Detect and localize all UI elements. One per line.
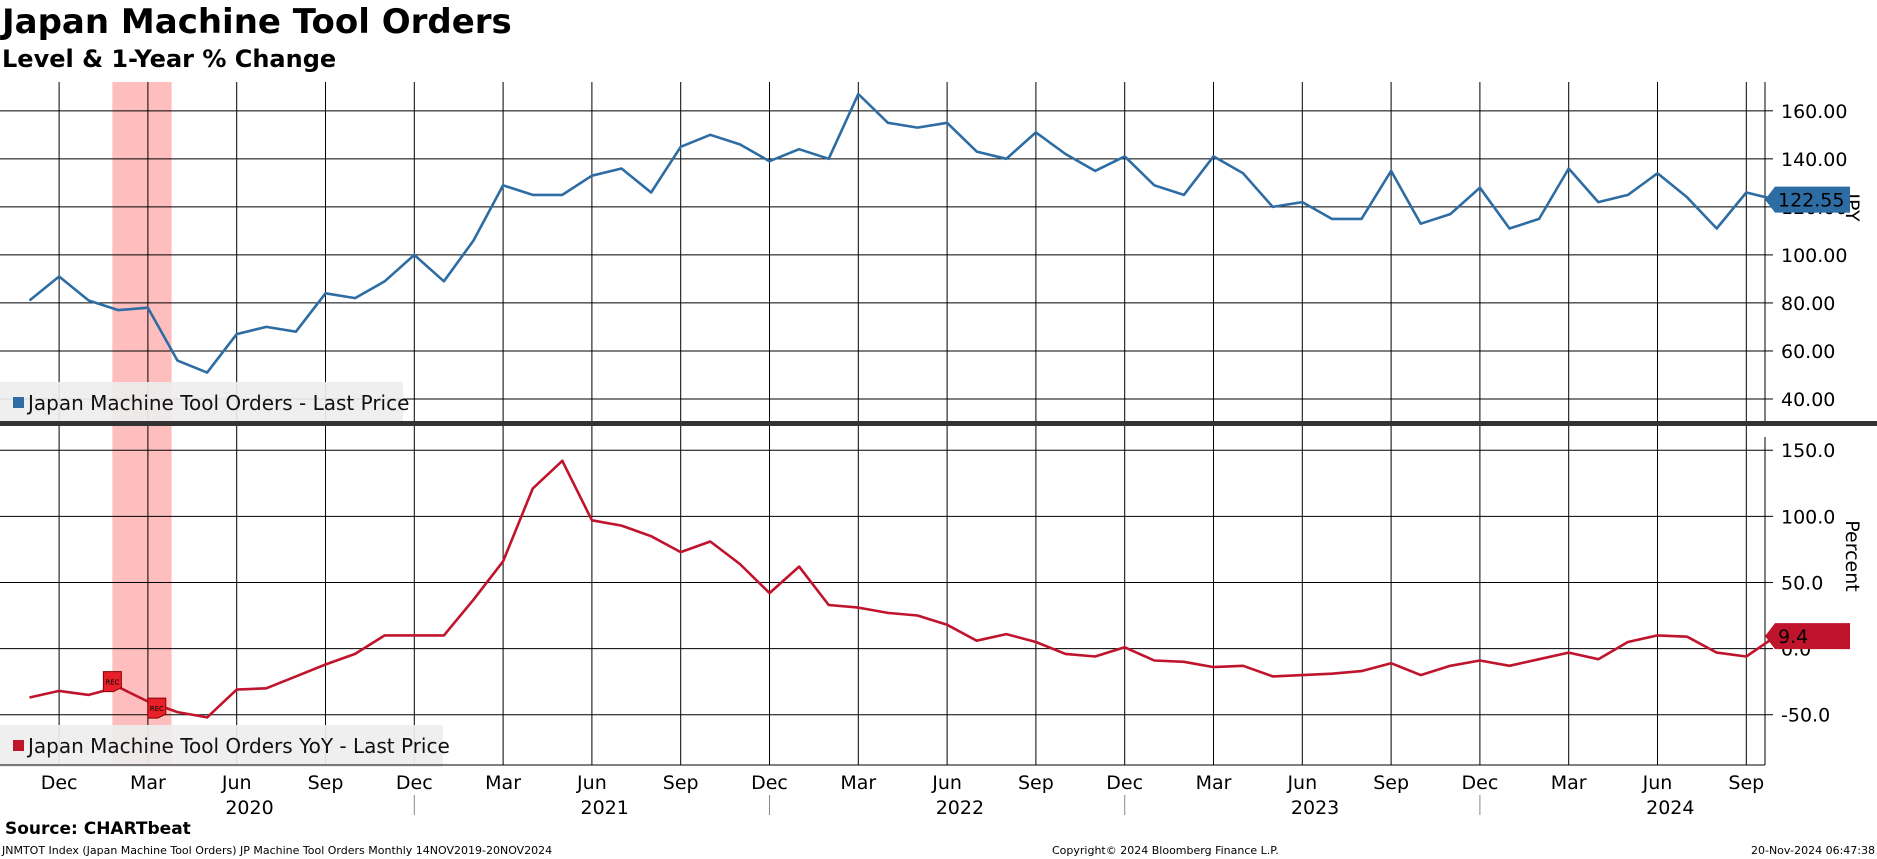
y-axis-label: Percent [1841, 520, 1863, 592]
footer-copyright: Copyright© 2024 Bloomberg Finance L.P. [1052, 844, 1279, 857]
x-year-label: 2023 [1291, 797, 1339, 819]
yoy-series-line [29, 459, 1777, 719]
y-tick-label: 40.00 [1781, 389, 1835, 411]
x-tick-label: Jun [1286, 772, 1317, 794]
x-tick-label: Dec [41, 772, 78, 794]
footer-index-info: JNMTOT Index (Japan Machine Tool Orders)… [2, 844, 553, 857]
last-value-tag [1765, 186, 1850, 213]
x-tick-label: Mar [1196, 772, 1232, 794]
last-value-label: 9.4 [1778, 626, 1808, 648]
y-tick-label: 100.00 [1781, 245, 1847, 267]
x-tick-label: Mar [840, 772, 876, 794]
x-tick-label: Mar [1551, 772, 1587, 794]
x-year-label: 2021 [581, 797, 629, 819]
x-tick-label: Sep [1018, 772, 1054, 794]
x-year-label: 2020 [225, 797, 273, 819]
y-tick-label: 80.00 [1781, 293, 1835, 315]
footer-timestamp: 20-Nov-2024 06:47:38 [1750, 844, 1875, 857]
y-tick-label: 60.00 [1781, 341, 1835, 363]
x-year-label: 2022 [936, 797, 984, 819]
chart-title: Japan Machine Tool Orders [2, 2, 512, 42]
legend-label: Japan Machine Tool Orders - Last Price [26, 391, 409, 415]
y-tick-label: -50.0 [1781, 705, 1830, 727]
y-tick-label: 140.00 [1781, 149, 1847, 171]
recession-marker-label: REC [105, 679, 119, 687]
x-tick-label: Sep [1373, 772, 1409, 794]
x-tick-label: Sep [1728, 772, 1764, 794]
x-tick-label: Mar [485, 772, 521, 794]
x-tick-label: Jun [931, 772, 962, 794]
y-tick-label: 150.0 [1781, 440, 1835, 462]
x-tick-label: Sep [663, 772, 699, 794]
x-tick-label: Dec [1106, 772, 1143, 794]
x-tick-label: Dec [396, 772, 433, 794]
y-tick-label: 50.0 [1781, 572, 1823, 594]
legend-swatch [13, 740, 24, 751]
chart-subtitle: Level & 1-Year % Change [2, 45, 337, 73]
x-year-label: 2024 [1646, 797, 1694, 819]
x-tick-label: Jun [221, 772, 252, 794]
level-series-line [28, 92, 1777, 374]
last-value-tag [1765, 623, 1850, 650]
recession-marker [147, 697, 167, 719]
x-tick-label: Jun [576, 772, 607, 794]
x-tick-label: Mar [130, 772, 166, 794]
x-tick-label: Jun [1642, 772, 1673, 794]
recession-marker [102, 671, 122, 693]
x-tick-label: Sep [308, 772, 344, 794]
legend-box [0, 382, 403, 424]
panel-divider [0, 421, 1877, 426]
y-tick-label: 160.00 [1781, 101, 1847, 123]
legend-swatch [13, 397, 24, 408]
legend-box [0, 725, 443, 767]
legend-label: Japan Machine Tool Orders YoY - Last Pri… [26, 734, 450, 758]
recession-marker-label: REC [150, 705, 164, 713]
y-tick-label: 100.0 [1781, 506, 1835, 528]
x-tick-label: Dec [751, 772, 788, 794]
source-label: Source: CHARTbeat [5, 819, 191, 839]
level-panel: 40.0060.0080.00100.00120.00140.00160.00J… [0, 82, 1863, 424]
x-tick-label: Dec [1462, 772, 1499, 794]
last-value-label: 122.55 [1778, 190, 1844, 212]
